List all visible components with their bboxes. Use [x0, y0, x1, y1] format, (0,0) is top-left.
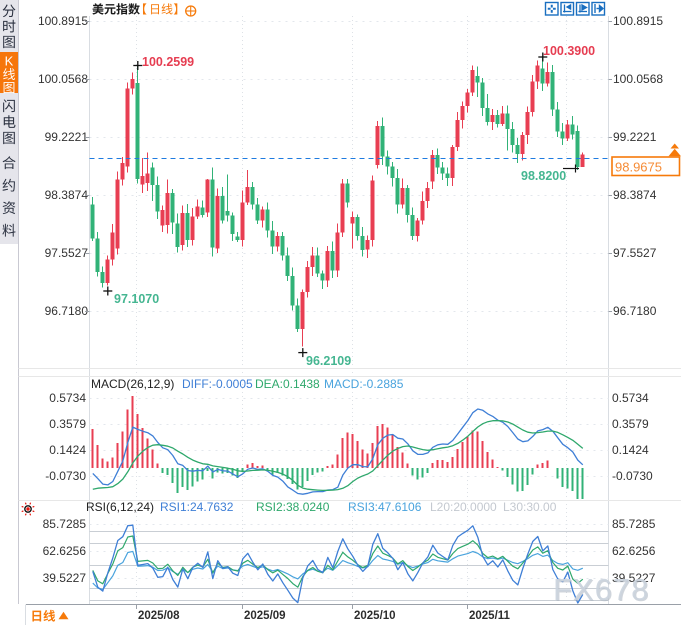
svg-text:0.1424: 0.1424 [612, 443, 649, 457]
svg-text:85.7285: 85.7285 [612, 517, 656, 531]
svg-text:RSI2:38.0240: RSI2:38.0240 [256, 500, 330, 514]
svg-text:RSI(6,12,24): RSI(6,12,24) [86, 500, 154, 514]
svg-text:FX678: FX678 [553, 572, 649, 607]
svg-text:62.6256: 62.6256 [43, 544, 87, 558]
svg-text:L30:30.00: L30:30.00 [503, 500, 557, 514]
svg-text:97.1070: 97.1070 [114, 292, 159, 306]
svg-text:L20:20.0000: L20:20.0000 [430, 500, 497, 514]
svg-text:39.5227: 39.5227 [43, 571, 87, 585]
svg-text:96.7180: 96.7180 [613, 304, 657, 318]
svg-text:RSI3:47.6106: RSI3:47.6106 [348, 500, 422, 514]
svg-text:98.8200: 98.8200 [521, 169, 566, 183]
svg-text:99.2221: 99.2221 [45, 130, 89, 144]
svg-text:2025/10: 2025/10 [354, 610, 396, 622]
svg-text:RSI1:24.7632: RSI1:24.7632 [160, 500, 234, 514]
svg-text:0.1424: 0.1424 [49, 443, 86, 457]
svg-text:100.3900: 100.3900 [543, 44, 595, 58]
svg-text:0.5734: 0.5734 [612, 391, 649, 405]
svg-text:MACD(26,12,9): MACD(26,12,9) [91, 377, 174, 391]
svg-text:2025/09: 2025/09 [244, 610, 286, 622]
svg-text:100.0568: 100.0568 [613, 72, 663, 86]
svg-text:85.7285: 85.7285 [43, 517, 87, 531]
svg-text:-0.0730: -0.0730 [612, 469, 653, 483]
svg-text:98.3874: 98.3874 [613, 188, 657, 202]
svg-text:100.2599: 100.2599 [142, 55, 194, 69]
svg-text:DEA:0.1438: DEA:0.1438 [255, 377, 320, 391]
svg-text:99.2221: 99.2221 [613, 130, 657, 144]
svg-text:K: K [5, 54, 14, 69]
svg-text:97.5527: 97.5527 [613, 246, 657, 260]
svg-text:0.3579: 0.3579 [49, 417, 86, 431]
svg-text:2025/08: 2025/08 [138, 610, 180, 622]
svg-text:MACD:-0.2885: MACD:-0.2885 [324, 377, 404, 391]
svg-text:FX678: FX678 [554, 573, 650, 608]
svg-text:96.7180: 96.7180 [45, 304, 89, 318]
svg-text:98.9675: 98.9675 [615, 159, 662, 174]
svg-text:62.6256: 62.6256 [612, 544, 656, 558]
svg-text:97.5527: 97.5527 [45, 246, 89, 260]
svg-text:2025/11: 2025/11 [469, 610, 511, 622]
svg-text:100.0568: 100.0568 [38, 72, 88, 86]
svg-text:0.5734: 0.5734 [49, 391, 86, 405]
svg-text:0.3579: 0.3579 [612, 417, 649, 431]
svg-text:100.8915: 100.8915 [613, 14, 663, 28]
svg-text:-0.0730: -0.0730 [45, 469, 86, 483]
svg-text:96.2109: 96.2109 [306, 354, 351, 368]
svg-text:100.8915: 100.8915 [38, 14, 88, 28]
svg-text:39.5227: 39.5227 [612, 571, 656, 585]
svg-text:DIFF:-0.0005: DIFF:-0.0005 [182, 377, 253, 391]
svg-text:98.3874: 98.3874 [45, 188, 89, 202]
